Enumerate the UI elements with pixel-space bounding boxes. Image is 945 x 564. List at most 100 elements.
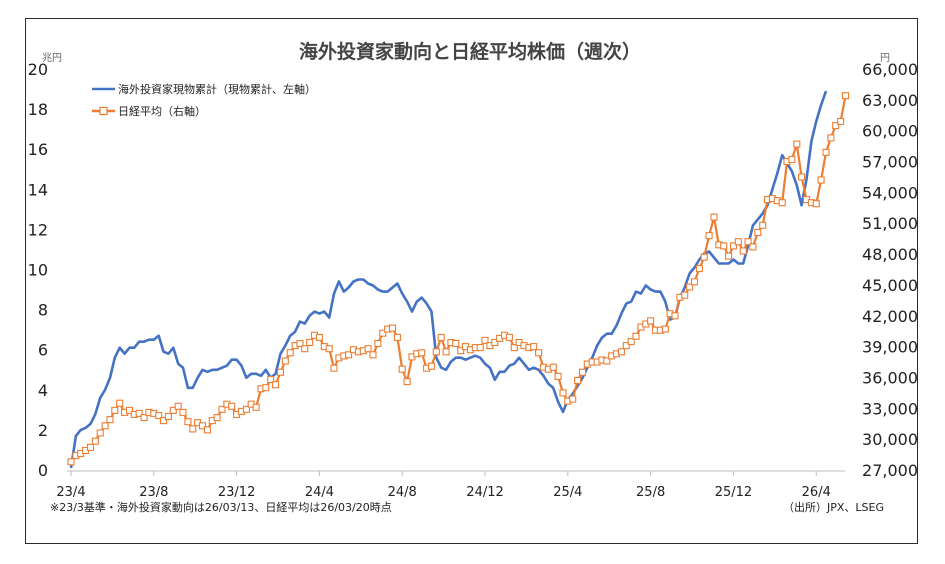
legend: 海外投資家現物累計（現物累計、左軸） 日経平均（右軸） bbox=[92, 82, 316, 118]
nikkei-point bbox=[788, 155, 796, 164]
right-tick-label: 36,000 bbox=[862, 368, 918, 387]
nikkei-point bbox=[140, 414, 148, 422]
nikkei-point bbox=[744, 238, 752, 246]
x-tick-label: 24/8 bbox=[388, 485, 417, 500]
nikkei-point bbox=[457, 347, 465, 355]
nikkei-point bbox=[135, 409, 143, 417]
nikkei-point bbox=[603, 357, 611, 365]
nikkei-point bbox=[262, 384, 270, 392]
right-tick-label: 45,000 bbox=[862, 276, 918, 295]
nikkei-point bbox=[812, 200, 820, 208]
legend-marker-nikkei bbox=[99, 106, 108, 116]
nikkei-point bbox=[681, 291, 689, 299]
nikkei-point bbox=[179, 408, 187, 416]
footnote: ※23/3基準・海外投資家動向は26/03/13、日経平均は26/03/20時点 bbox=[50, 500, 392, 514]
x-tick-label: 24/4 bbox=[305, 485, 334, 500]
nikkei-point bbox=[184, 418, 192, 426]
right-tick-label: 51,000 bbox=[862, 214, 918, 233]
x-axis: 23/4 23/8 23/12 24/4 24/8 24/12 25/4 25/8 25/12 2… bbox=[56, 471, 831, 500]
chart-frame bbox=[25, 18, 918, 544]
x-tick-label: 24/12 bbox=[466, 485, 503, 500]
nikkei-point bbox=[661, 325, 669, 333]
nikkei-point bbox=[388, 324, 397, 332]
nikkei-point bbox=[798, 173, 806, 181]
nikkei-point bbox=[242, 405, 250, 413]
nikkei-point bbox=[491, 338, 499, 347]
nikkei-point bbox=[729, 242, 738, 250]
left-tick-label: 14 bbox=[28, 180, 48, 199]
left-tick-label: 6 bbox=[38, 341, 48, 360]
x-tick-label: 26/4 bbox=[802, 485, 831, 500]
nikkei-point bbox=[690, 278, 699, 286]
nikkei-point bbox=[398, 365, 406, 373]
left-tick-label: 8 bbox=[38, 301, 48, 320]
nikkei-point bbox=[228, 402, 236, 410]
x-tick-label: 25/4 bbox=[553, 485, 582, 500]
nikkei-point bbox=[617, 348, 625, 356]
nikkei-point bbox=[505, 333, 513, 341]
left-tick-label: 12 bbox=[28, 220, 48, 239]
nikkei-point bbox=[739, 247, 747, 255]
nikkei-point bbox=[330, 364, 338, 372]
left-tick-label: 16 bbox=[28, 140, 48, 159]
nikkei-point bbox=[306, 338, 314, 347]
nikkei-point bbox=[530, 343, 538, 351]
nikkei-point bbox=[686, 283, 694, 291]
nikkei-point bbox=[671, 312, 679, 320]
nikkei-point bbox=[720, 242, 728, 250]
nikkei-point bbox=[754, 228, 762, 237]
nikkei-point bbox=[189, 425, 197, 433]
nikkei-point bbox=[301, 345, 309, 353]
nikkei-point bbox=[569, 395, 577, 403]
nikkei-point bbox=[734, 238, 742, 246]
nikkei-point bbox=[427, 362, 436, 370]
nikkei-point bbox=[632, 332, 640, 340]
right-tick-label: 30,000 bbox=[862, 430, 918, 449]
legend-label-foreign-investors: 海外投資家現物累計（現物累計、左軸） bbox=[118, 82, 316, 96]
nikkei-point bbox=[549, 363, 557, 371]
left-tick-label: 2 bbox=[38, 421, 48, 440]
right-axis-unit: 円 bbox=[880, 53, 890, 64]
nikkei-point bbox=[252, 403, 260, 411]
right-tick-label: 66,000 bbox=[862, 60, 918, 79]
nikkei-point bbox=[67, 458, 75, 466]
nikkei-point bbox=[710, 213, 718, 221]
nikkei-point bbox=[169, 406, 177, 414]
series-line-foreign-investors bbox=[69, 90, 828, 469]
source-credit: （出所）JPX、LSEG bbox=[783, 500, 884, 514]
nikkei-point bbox=[379, 329, 387, 337]
nikkei-point bbox=[759, 221, 767, 229]
nikkei-point bbox=[345, 351, 353, 359]
legend-label-nikkei: 日経平均（右軸） bbox=[118, 104, 206, 118]
nikkei-point bbox=[554, 372, 562, 380]
nikkei-point bbox=[213, 414, 221, 422]
nikkei-point bbox=[837, 117, 845, 125]
nikkei-point bbox=[111, 406, 119, 414]
nikkei-point bbox=[622, 342, 630, 350]
nikkei-point bbox=[827, 134, 835, 142]
nikkei-point bbox=[203, 426, 211, 434]
nikkei-point bbox=[276, 368, 285, 376]
nikkei-point bbox=[198, 422, 207, 430]
left-tick-label: 18 bbox=[28, 100, 48, 119]
nikkei-point bbox=[218, 405, 226, 413]
nikkei-point bbox=[369, 351, 377, 359]
nikkei-point bbox=[364, 345, 372, 353]
nikkei-point bbox=[403, 378, 411, 386]
right-tick-label: 48,000 bbox=[862, 245, 918, 264]
nikkei-point bbox=[437, 333, 445, 341]
nikkei-point bbox=[106, 416, 114, 424]
right-tick-label: 63,000 bbox=[862, 91, 918, 110]
right-tick-label: 60,000 bbox=[862, 122, 918, 141]
nikkei-point bbox=[272, 381, 280, 389]
nikkei-point bbox=[841, 92, 850, 100]
nikkei-point bbox=[281, 357, 289, 365]
nikkei-point bbox=[155, 411, 163, 420]
nikkei-point bbox=[510, 344, 518, 352]
nikkei-point bbox=[315, 333, 323, 341]
x-tick-label: 25/12 bbox=[715, 485, 752, 500]
left-tick-label: 0 bbox=[38, 461, 48, 480]
nikkei-point bbox=[817, 176, 825, 184]
right-tick-label: 39,000 bbox=[862, 338, 918, 357]
nikkei-point bbox=[116, 399, 124, 407]
